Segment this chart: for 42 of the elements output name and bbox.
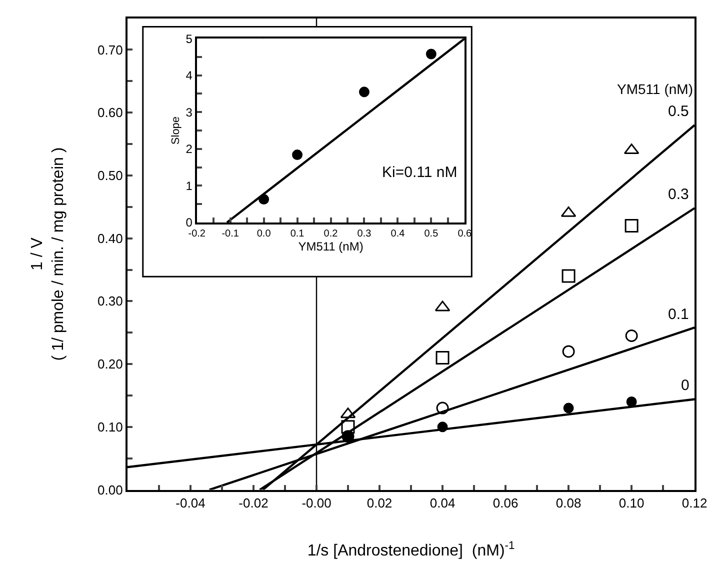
y-tick-label: 5 [186,32,193,46]
x-tick-label: 0.3 [357,228,372,240]
y-tick-label: 0.20 [98,356,123,372]
x-axis-title: YM511 (nM) [298,239,364,254]
x-tick-label: 0.08 [556,495,582,510]
x-tick-label: 0.10 [618,495,644,510]
y-tick-label: 2 [186,142,193,156]
y-tick-label: 0.60 [98,105,123,120]
x-tick-label: -0.04 [176,495,206,510]
series-label: 0.1 [668,306,689,323]
x-tick-label: 0.0 [256,228,272,240]
y-tick-label: 0.30 [98,294,123,309]
annotation: Ki=0.11 nM [382,164,458,181]
x-axis-title: 1/s [Androstenedione] (nM)$^{-1}$ [307,540,515,560]
series-label: 0.3 [668,186,689,203]
x-tick-label: 0.06 [492,495,518,510]
y-tick-label: 3 [186,105,193,120]
y-tick-label: 0.50 [98,168,123,183]
y-tick-label: 1 [186,178,193,193]
x-tick-label: -0.00 [302,495,332,510]
x-tick-label: -0.02 [238,495,268,510]
x-tick-label: 0.5 [424,228,439,240]
legend-title: YM511 (nM) [617,81,693,97]
y-axis-title: Slope [170,116,182,145]
x-tick-label: 0.02 [366,495,392,510]
y-tick-label: 4 [186,68,193,83]
x-tick-label: 0.12 [682,495,708,510]
y-tick-label: 0.00 [98,482,123,498]
series-label: 0.5 [668,103,689,120]
x-tick-label: 0.2 [324,228,338,240]
x-tick-label: -0.2 [188,228,206,240]
y-tick-label: 0.10 [98,419,123,434]
x-tick-label: 0.6 [458,228,472,240]
series-label: 0 [681,377,690,394]
x-tick-label: 0.4 [390,228,406,240]
y-axis-title: 1 / V ( 1/ pmole / min. / mg protein ) [29,147,67,361]
x-tick-label: -0.1 [222,228,240,240]
x-tick-label: 0.1 [290,228,305,240]
y-tick-label: 0.40 [98,230,123,246]
x-tick-label: 0.04 [430,495,456,510]
y-tick-label: 0 [186,216,193,230]
y-tick-label: 0.70 [98,42,123,58]
